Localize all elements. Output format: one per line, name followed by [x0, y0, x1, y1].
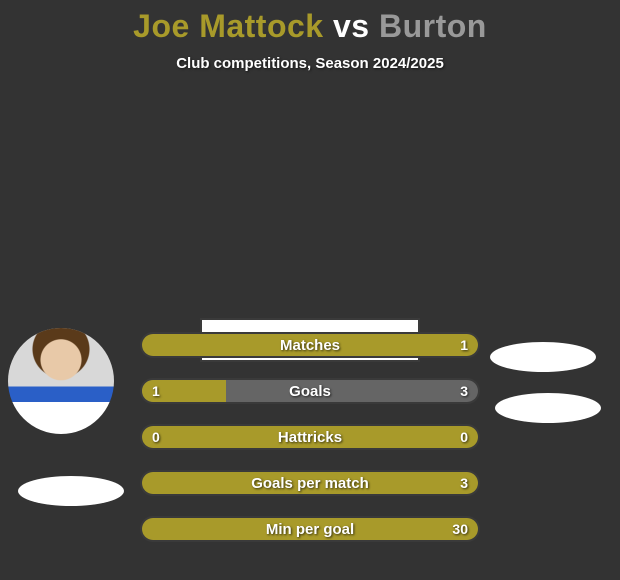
- stat-label: Goals: [142, 380, 478, 402]
- stat-bars: Matches 1 1 Goals 3 0 Hattricks 0 Goals …: [140, 332, 480, 562]
- stat-row-mpg: Min per goal 30: [140, 516, 480, 542]
- avatar-placeholder: [8, 328, 114, 434]
- stat-row-hattricks: 0 Hattricks 0: [140, 424, 480, 450]
- subtitle: Club competitions, Season 2024/2025: [0, 55, 620, 72]
- stat-row-gpm: Goals per match 3: [140, 470, 480, 496]
- stat-label: Min per goal: [142, 518, 478, 540]
- opponent-ellipse-2: [495, 393, 601, 423]
- stat-row-matches: Matches 1: [140, 332, 480, 358]
- title-opponent: Burton: [379, 8, 487, 44]
- player-name-ellipse: [18, 476, 124, 506]
- stat-label: Goals per match: [142, 472, 478, 494]
- stat-label: Matches: [142, 334, 478, 356]
- stat-right-value: 1: [450, 334, 478, 356]
- stat-right-value: 0: [450, 426, 478, 448]
- title-vs: vs: [333, 8, 370, 44]
- player-avatar: [8, 328, 114, 434]
- opponent-ellipse-1: [490, 342, 596, 372]
- comparison-title: Joe Mattock vs Burton: [0, 0, 620, 45]
- stat-right-value: 3: [450, 380, 478, 402]
- stat-right-value: 3: [450, 472, 478, 494]
- title-player: Joe Mattock: [133, 8, 323, 44]
- stat-label: Hattricks: [142, 426, 478, 448]
- stat-right-value: 30: [442, 518, 478, 540]
- stat-row-goals: 1 Goals 3: [140, 378, 480, 404]
- content-area: Matches 1 1 Goals 3 0 Hattricks 0 Goals …: [0, 318, 620, 400]
